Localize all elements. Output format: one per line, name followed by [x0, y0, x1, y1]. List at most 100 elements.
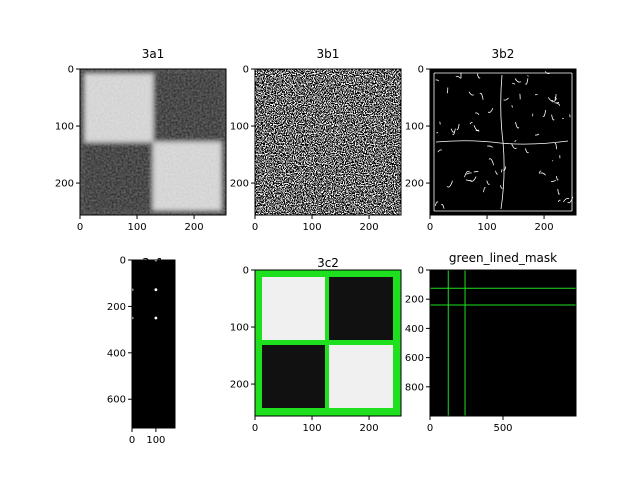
y-tick-label: 0 [68, 65, 74, 76]
edge-fragments [433, 71, 574, 212]
edge-fragment [556, 102, 561, 106]
panel-title: 3a1 [142, 47, 165, 61]
panel-title: green_lined_mask [449, 251, 557, 265]
edge-fragment [446, 87, 449, 94]
edge-fragment [455, 75, 461, 79]
edge-fragment [439, 121, 441, 125]
y-tick-label: 100 [230, 323, 249, 334]
y-tick-label: 100 [230, 122, 249, 133]
edge-fragment [464, 170, 470, 178]
mask-lines [430, 270, 576, 416]
edge-fragment [441, 204, 445, 209]
y-tick-label: 0 [243, 65, 249, 76]
x-tick-label: 200 [535, 222, 554, 233]
panel-3b1: 3b1 0 100 200 0 100 200 [230, 47, 402, 233]
accumulator-peak [154, 288, 158, 292]
y-tick-label: 100 [405, 122, 424, 133]
x-tick-label: 0 [427, 222, 433, 233]
edge-fragment [514, 140, 517, 143]
y-tick-label: 200 [230, 380, 249, 391]
edge-fragment [483, 187, 486, 193]
image-3c2 [255, 270, 401, 416]
x-tick-label: 0 [77, 222, 83, 233]
edge-fragment [437, 149, 442, 153]
panel-green-lined-mask: green_lined_mask 0 500 0 200 400 600 800 [405, 251, 577, 434]
y-tick-label: 200 [405, 295, 424, 306]
edge-fragment [555, 175, 559, 181]
edge-fragment [456, 124, 460, 130]
edge-fragment [527, 75, 529, 77]
panel-3a1: 3a1 0 100 200 0 100 200 [55, 47, 227, 233]
edge-fragment [563, 198, 570, 203]
image-3c1 [132, 260, 175, 428]
y-tick-label: 800 [405, 382, 424, 393]
edge-fragment [468, 91, 474, 96]
x-tick-label: 200 [185, 222, 204, 233]
x-tick-label: 0 [252, 423, 258, 434]
x-tick-label: 200 [360, 423, 379, 434]
edge-fragment [547, 97, 554, 102]
edge-fragment [503, 97, 509, 101]
y-tick-label: 0 [418, 266, 424, 277]
y-tick-label: 0 [418, 65, 424, 76]
edge-fragment [542, 110, 547, 117]
edge-fragment [554, 142, 557, 150]
edge-fragment [511, 105, 513, 108]
edge-fragment [435, 79, 440, 82]
x-tick-label: 100 [302, 222, 321, 233]
panel-title: 3b2 [492, 47, 515, 61]
y-tick-label: 600 [107, 395, 126, 406]
edge-fragment [486, 180, 490, 185]
edge-fragment [470, 176, 477, 182]
edge-fragment [525, 148, 529, 154]
edge-fragment [475, 112, 480, 115]
x-tick-label: 100 [127, 222, 146, 233]
edge-fragment [538, 170, 542, 174]
edge-fragment [479, 92, 484, 100]
edge-fragment [557, 199, 561, 203]
edge-fragment [476, 73, 481, 79]
edge-fragment [466, 172, 472, 175]
y-tick-label: 400 [107, 348, 126, 359]
edge-fragment [503, 166, 507, 171]
accumulator-peak [154, 316, 158, 320]
edge-fragment [436, 132, 439, 134]
edge-fragment [446, 180, 453, 188]
edge-fragment [540, 172, 546, 176]
edge-fragment [487, 145, 493, 148]
y-tick-label: 0 [120, 256, 126, 267]
panel-title: 3b1 [317, 47, 340, 61]
edge-fragment [551, 114, 555, 121]
x-tick-label: 0 [129, 435, 135, 446]
edge-fragment [469, 121, 473, 125]
y-tick-label: 200 [230, 179, 249, 190]
edge-fragment [557, 188, 560, 195]
image-green-lined-mask [430, 270, 576, 416]
edge-fragment [495, 170, 499, 175]
image-3b1 [255, 69, 401, 215]
edge-fragment [465, 179, 472, 181]
edge-fragment [525, 78, 529, 85]
y-tick-label: 200 [405, 179, 424, 190]
y-tick-label: 600 [405, 353, 424, 364]
edge-fragment [512, 82, 516, 85]
y-tick-label: 0 [243, 266, 249, 277]
edge-fragment [488, 158, 494, 166]
x-tick-label: 500 [493, 423, 512, 434]
x-tick-label: 100 [477, 222, 496, 233]
edge-fragment [487, 107, 494, 113]
x-tick-label: 100 [146, 435, 165, 446]
x-tick-label: 200 [360, 222, 379, 233]
y-tick-label: 200 [55, 179, 74, 190]
edge-fragment [544, 71, 550, 75]
edge-fragment [501, 169, 503, 173]
y-tick-label: 100 [55, 122, 74, 133]
edge-fragment [562, 117, 564, 120]
edge-fragment [473, 125, 480, 131]
y-tick-label: 400 [405, 324, 424, 335]
edge-fragment [514, 78, 522, 83]
edge-fragment [511, 143, 517, 149]
panel-3b2: 3b2 0 100 200 0 100 200 [405, 47, 577, 233]
